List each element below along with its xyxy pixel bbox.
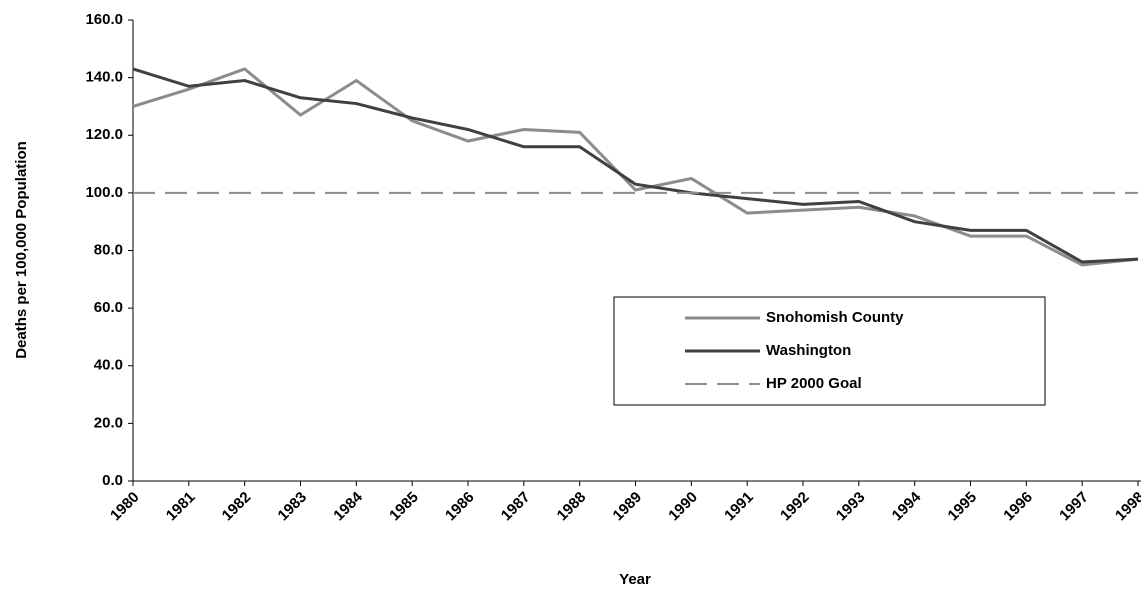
x-tick-label: 1988 (554, 489, 590, 525)
x-tick-label: 1998 (1112, 489, 1141, 525)
y-tick-label: 40.0 (94, 357, 123, 374)
legend-label: HP 2000 Goal (766, 375, 862, 392)
x-tick-label: 1991 (721, 489, 757, 525)
x-tick-label: 1990 (665, 489, 701, 525)
y-tick-label: 120.0 (85, 126, 123, 143)
x-axis-title: Year (619, 571, 651, 588)
legend-label: Snohomish County (766, 309, 904, 326)
y-tick-label: 0.0 (102, 472, 123, 489)
x-tick-label: 1996 (1000, 489, 1036, 525)
x-tick-label: 1985 (386, 489, 422, 525)
x-tick-label: 1983 (275, 489, 311, 525)
x-tick-label: 1984 (330, 488, 366, 524)
y-tick-label: 140.0 (85, 69, 123, 86)
series-line (132, 67, 1139, 267)
x-tick-label: 1987 (498, 489, 534, 525)
y-tick-label: 160.0 (85, 11, 123, 28)
x-tick-label: 1993 (833, 489, 869, 525)
y-tick-label: 80.0 (94, 241, 123, 258)
x-tick-label: 1980 (107, 489, 143, 525)
y-axis-title: Deaths per 100,000 Population (13, 141, 30, 359)
legend-label: Washington (766, 342, 851, 359)
series-line (132, 67, 1139, 264)
x-tick-label: 1989 (610, 489, 646, 525)
x-tick-label: 1986 (442, 489, 478, 525)
x-tick-label: 1997 (1056, 489, 1092, 525)
y-tick-label: 20.0 (94, 414, 123, 431)
y-tick-label: 60.0 (94, 299, 123, 316)
y-tick-label: 100.0 (85, 184, 123, 201)
x-tick-label: 1992 (777, 489, 813, 525)
x-tick-label: 1981 (163, 489, 199, 525)
x-tick-label: 1995 (945, 489, 981, 525)
x-tick-label: 1982 (219, 489, 255, 525)
x-tick-label: 1994 (889, 488, 925, 524)
